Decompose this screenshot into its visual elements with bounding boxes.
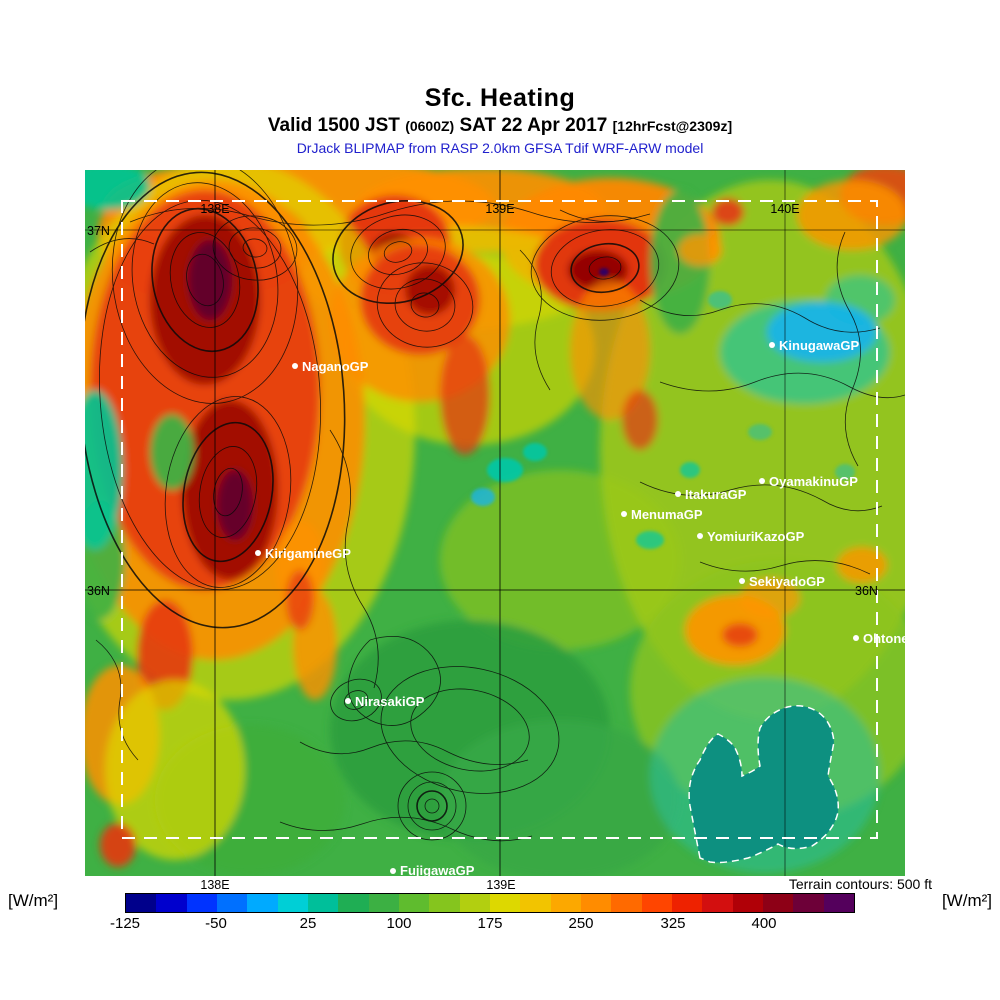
colorbar-ticks: -125 -50 25 100 175 250 325 400 bbox=[0, 915, 1000, 935]
valid-zulu: (0600Z) bbox=[405, 118, 455, 134]
domain-boundary bbox=[121, 200, 878, 839]
station-dot bbox=[345, 698, 351, 704]
valid-time: Valid 1500 JST bbox=[267, 115, 400, 136]
colorbar-segment bbox=[550, 894, 581, 912]
colorbar-gradient bbox=[125, 893, 855, 913]
station-label: FujigawaGP bbox=[400, 863, 475, 878]
station-label: KinugawaGP bbox=[779, 338, 860, 353]
bottom-labels: 138E 139E Terrain contours: 500 ft bbox=[200, 876, 932, 890]
colorbar-segment bbox=[398, 894, 430, 912]
colorbar-segment bbox=[429, 894, 460, 912]
colorbar-segment bbox=[520, 894, 551, 912]
station-dot bbox=[697, 533, 703, 539]
colorbar-tick: 100 bbox=[386, 915, 412, 932]
colorbar-unit-right: [W/m²] bbox=[941, 891, 992, 910]
model-line: DrJack BLIPMAP from RASP 2.0km GFSA Tdif… bbox=[296, 140, 704, 156]
colorbar-segment bbox=[247, 894, 278, 912]
station-marker: NaganoGP bbox=[292, 359, 369, 374]
colorbar-segment bbox=[611, 894, 642, 912]
station-dot bbox=[292, 363, 298, 369]
station-marker: SekiyadoGP bbox=[739, 574, 825, 589]
colorbar-segment bbox=[277, 894, 308, 912]
colorbar-segment bbox=[671, 894, 703, 912]
valid-line: Valid 1500 JST (0600Z) SAT 22 Apr 2017 [… bbox=[0, 115, 1000, 137]
terrain-contours-note: Terrain contours: 500 ft bbox=[789, 876, 932, 890]
colorbar-segment bbox=[338, 894, 369, 912]
colorbar-tick: 25 bbox=[299, 915, 317, 932]
station-dot bbox=[739, 578, 745, 584]
grid-label-139e-top: 139E bbox=[485, 202, 514, 216]
station-marker: OhtoneGP bbox=[853, 631, 928, 646]
station-marker: NirasakiGP bbox=[345, 694, 425, 709]
station-label: ItakuraGP bbox=[685, 487, 747, 502]
station-label: OhtoneGP bbox=[863, 631, 928, 646]
colorbar-segment bbox=[156, 894, 187, 912]
colorbar-segment bbox=[793, 894, 824, 912]
water-body bbox=[688, 705, 840, 864]
colorbar-tick: 175 bbox=[477, 915, 503, 932]
station-label: KirigamineGP bbox=[265, 546, 351, 561]
colorbar-segment bbox=[459, 894, 490, 912]
colorbar-tick: -125 bbox=[109, 915, 141, 932]
forecast-map: 138E 139E 140E 37N 36N 36N NaganoGP Kinu… bbox=[85, 170, 932, 890]
station-marker: ItakuraGP bbox=[675, 487, 747, 502]
colorbar-segment bbox=[216, 894, 248, 912]
valid-date: SAT 22 Apr 2017 bbox=[459, 115, 608, 136]
colorbar-segment bbox=[762, 894, 794, 912]
grid-label-37n-left: 37N bbox=[87, 224, 110, 238]
station-label: NaganoGP bbox=[302, 359, 369, 374]
colorbar-unit-left: [W/m²] bbox=[8, 891, 59, 910]
title-block: Sfc. Heating Valid 1500 JST (0600Z) SAT … bbox=[0, 84, 1000, 156]
colorbar-segment bbox=[307, 894, 339, 912]
colorbar-tick: -50 bbox=[205, 915, 227, 932]
colorbar-segment bbox=[823, 894, 854, 912]
station-label: NirasakiGP bbox=[355, 694, 425, 709]
grid-label-139e-bottom: 139E bbox=[486, 878, 515, 890]
station-dot bbox=[769, 342, 775, 348]
grid-label-140e-top: 140E bbox=[770, 202, 799, 216]
stations: NaganoGP KinugawaGP OyamakinuGP ItakuraG… bbox=[255, 338, 928, 878]
station-label: YomiuriKazoGP bbox=[707, 529, 805, 544]
colorbar-segment bbox=[368, 894, 399, 912]
station-dot bbox=[853, 635, 859, 641]
heating-speckles bbox=[471, 268, 855, 549]
colorbar-segment bbox=[126, 894, 157, 912]
colorbar-segment bbox=[580, 894, 612, 912]
colorbar-tick: 400 bbox=[751, 915, 777, 932]
station-marker: FujigawaGP bbox=[390, 863, 475, 878]
station-marker: YomiuriKazoGP bbox=[697, 529, 805, 544]
colorbar-segment bbox=[732, 894, 763, 912]
station-label: OyamakinuGP bbox=[769, 474, 858, 489]
colorbar-segment bbox=[702, 894, 733, 912]
grid-label-36n-right: 36N bbox=[855, 584, 878, 598]
station-marker: MenumaGP bbox=[621, 507, 703, 522]
colorbar-tick: 325 bbox=[660, 915, 686, 932]
station-dot bbox=[390, 868, 396, 874]
grid-labels: 138E 139E 140E 37N 36N 36N bbox=[87, 202, 878, 598]
valid-fcst: [12hrFcst@2309z] bbox=[612, 118, 733, 134]
grid-label-36n-left: 36N bbox=[87, 584, 110, 598]
station-dot bbox=[675, 491, 681, 497]
grid-label-138e-bottom: 138E bbox=[200, 878, 229, 890]
colorbar-tick: 250 bbox=[568, 915, 594, 932]
station-dot bbox=[621, 511, 627, 517]
page-title: Sfc. Heating bbox=[424, 84, 576, 112]
station-marker: KinugawaGP bbox=[769, 338, 860, 353]
station-dot bbox=[759, 478, 765, 484]
station-dot bbox=[255, 550, 261, 556]
station-label: SekiyadoGP bbox=[749, 574, 825, 589]
colorbar: [W/m²] [W/m²] -125 -50 25 100 175 250 32… bbox=[0, 891, 1000, 943]
station-marker: OyamakinuGP bbox=[759, 474, 858, 489]
station-label: MenumaGP bbox=[631, 507, 703, 522]
colorbar-segment bbox=[489, 894, 521, 912]
grid-label-138e-top: 138E bbox=[200, 202, 229, 216]
colorbar-segment bbox=[641, 894, 672, 912]
station-marker: KirigamineGP bbox=[255, 546, 351, 561]
colorbar-segment bbox=[186, 894, 217, 912]
graticule bbox=[85, 170, 905, 876]
